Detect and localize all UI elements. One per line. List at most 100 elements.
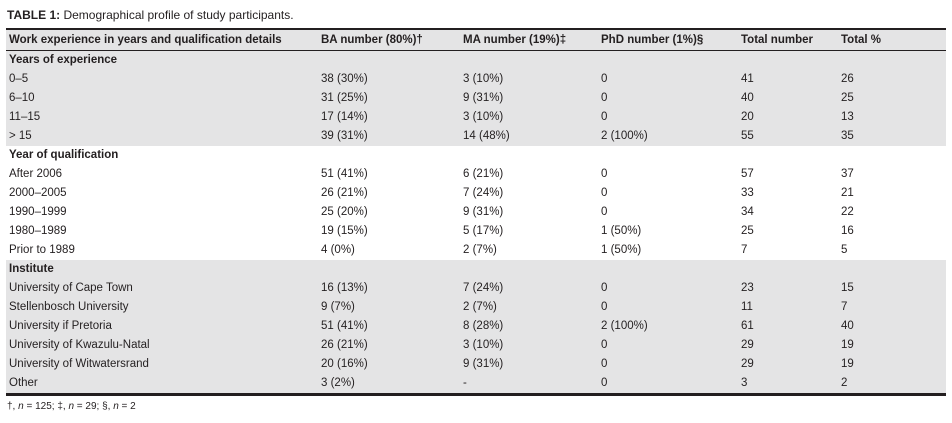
footnote-segment: = 125; ‡, (23, 401, 69, 412)
table-row: 6–10 31 (25%) 9 (31%) 0 40 25 (6, 89, 946, 108)
col-header-ma-number: MA number (19%)‡ (460, 29, 598, 51)
cell-value: 7 (741, 244, 748, 256)
table-row: University of Kwazulu-Natal 26 (21%) 3 (10… (6, 336, 946, 355)
cell-value: 1 (50%) (601, 244, 642, 256)
row-label: 2000–2005 (9, 187, 67, 199)
row-label: 11–15 (9, 111, 41, 123)
table-footnote: †, n = 125; ‡, n = 29; §, n = 2 (7, 400, 946, 413)
cell-value: 41 (741, 73, 754, 85)
cell-value: 3 (10%) (463, 73, 504, 85)
table-title-label: TABLE 1: (7, 8, 61, 22)
row-label: > 15 (9, 130, 32, 142)
cell-value: 21 (841, 187, 854, 199)
cell-value: 8 (28%) (463, 320, 504, 332)
cell-value: 29 (741, 339, 754, 351)
cell-value: 19 (841, 358, 854, 370)
cell-value: 26 (21%) (321, 339, 368, 351)
cell-value: 3 (2%) (321, 377, 355, 389)
row-label: University of Witwatersrand (9, 358, 149, 370)
header-row: Work experience in years and qualificati… (6, 29, 946, 51)
cell-value: 5 (17%) (463, 225, 504, 237)
cell-value: 7 (24%) (463, 187, 504, 199)
cell-value: 57 (741, 168, 754, 180)
cell-value: 0 (601, 282, 608, 294)
cell-value: 2 (841, 377, 848, 389)
footnote-segment: = 2 (118, 401, 136, 412)
cell-value: 31 (25%) (321, 92, 368, 104)
cell-value: 9 (31%) (463, 206, 504, 218)
cell-value: 25 (741, 225, 754, 237)
table-row: Stellenbosch University 9 (7%) 2 (7%) 0 11 7 (6, 298, 946, 317)
cell-value: 11 (741, 301, 753, 313)
cell-value: 9 (31%) (463, 92, 504, 104)
cell-value: 34 (741, 206, 754, 218)
table-row: > 15 39 (31%) 14 (48%) 2 (100%) 55 35 (6, 127, 946, 146)
table-row: 2000–2005 26 (21%) 7 (24%) 0 33 21 (6, 184, 946, 203)
cell-value: 0 (601, 92, 608, 104)
cell-value: 13 (841, 111, 854, 123)
cell-value: 2 (7%) (463, 244, 497, 256)
cell-value: 0 (601, 301, 608, 313)
section-label: Year of qualification (9, 149, 119, 161)
cell-value: 37 (841, 168, 854, 180)
table-body: Years of experience 0–5 38 (30%) 3 (10%) 0 41… (6, 50, 946, 395)
cell-value: - (463, 377, 467, 389)
cell-value: 2 (7%) (463, 301, 497, 313)
cell-value: 23 (741, 282, 754, 294)
demographics-table: Work experience in years and qualificati… (6, 28, 946, 396)
cell-value: 22 (841, 206, 854, 218)
cell-value: 0 (601, 377, 608, 389)
section-header-row: Years of experience (6, 50, 946, 70)
cell-value: 51 (41%) (321, 168, 368, 180)
col-header-total-number: Total number (738, 29, 838, 51)
cell-value: 55 (741, 130, 754, 142)
cell-value: 33 (741, 187, 754, 199)
section-header-row: Institute (6, 260, 946, 279)
table-row: University of Cape Town 16 (13%) 7 (24%) 0 2… (6, 279, 946, 298)
section-label: Years of experience (9, 54, 118, 66)
row-label: 1990–1999 (9, 206, 67, 218)
row-label: Other (9, 377, 38, 389)
footnote-segment: n (113, 401, 119, 412)
cell-value: 3 (741, 377, 748, 389)
footnote-segment: †, (7, 401, 19, 412)
footnote-segment: = 29; §, (74, 401, 114, 412)
cell-value: 39 (31%) (321, 130, 368, 142)
cell-value: 14 (48%) (463, 130, 510, 142)
cell-value: 0 (601, 187, 608, 199)
cell-value: 38 (30%) (321, 73, 368, 85)
cell-value: 15 (841, 282, 854, 294)
cell-value: 29 (741, 358, 754, 370)
cell-value: 25 (841, 92, 854, 104)
cell-value: 19 (841, 339, 854, 351)
cell-value: 20 (16%) (321, 358, 368, 370)
cell-value: 5 (841, 244, 848, 256)
cell-value: 61 (741, 320, 754, 332)
cell-value: 3 (10%) (463, 111, 504, 123)
row-label: 0–5 (9, 73, 29, 85)
cell-value: 20 (741, 111, 754, 123)
cell-value: 7 (841, 301, 848, 313)
cell-value: 26 (841, 73, 854, 85)
table-row: University if Pretoria 51 (41%) 8 (28%) 2 (… (6, 317, 946, 336)
section-header-row: Year of qualification (6, 146, 946, 165)
cell-value: 0 (601, 168, 608, 180)
col-header-phd-number: PhD number (1%)§ (598, 29, 738, 51)
table-title: TABLE 1: Demographical profile of study … (7, 8, 946, 23)
row-label: 1980–1989 (9, 225, 67, 237)
footnote-segment: n (18, 401, 24, 412)
section-label: Institute (9, 263, 54, 275)
row-label: 6–10 (9, 92, 35, 104)
row-label: Prior to 1989 (9, 244, 75, 256)
table-row: 1980–1989 19 (15%) 5 (17%) 1 (50%) 25 16 (6, 222, 946, 241)
cell-value: 0 (601, 358, 608, 370)
table-row: University of Witwatersrand 20 (16%) 9 (31… (6, 355, 946, 374)
cell-value: 16 (13%) (321, 282, 368, 294)
row-label: University of Cape Town (9, 282, 133, 294)
cell-value: 2 (100%) (601, 320, 648, 332)
cell-value: 26 (21%) (321, 187, 368, 199)
table-row: Prior to 1989 4 (0%) 2 (7%) 1 (50%) 7 5 (6, 241, 946, 260)
row-label: After 2006 (9, 168, 63, 180)
cell-value: 0 (601, 73, 608, 85)
